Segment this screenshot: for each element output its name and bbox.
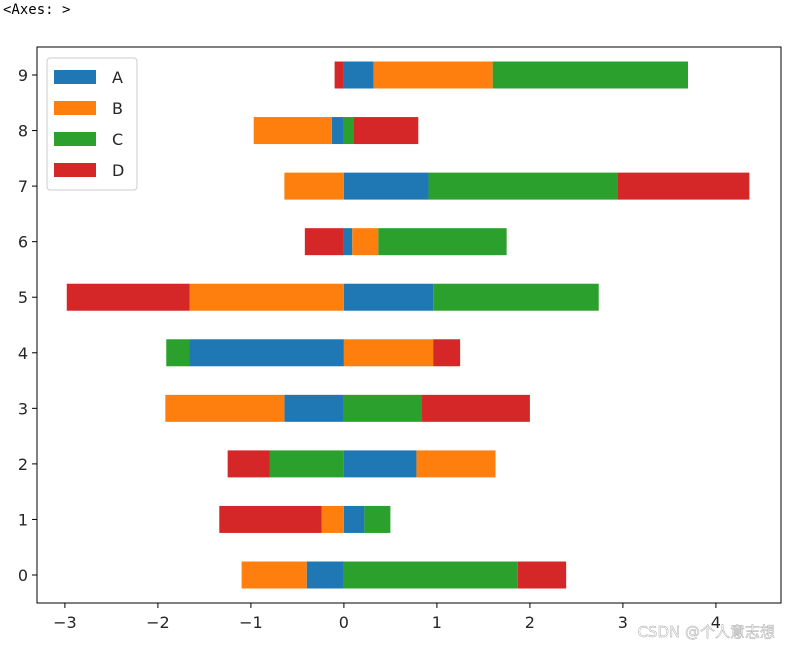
bar-C-3 [343, 394, 423, 422]
bar-D-7 [617, 172, 750, 200]
y-axis: 0 1 2 3 4 5 6 7 8 9 [18, 66, 37, 585]
y-tick-label: 0 [18, 566, 28, 585]
bars-layer [66, 61, 750, 589]
watermark-text: CSDN @个人意志想 [637, 623, 775, 641]
y-tick-label: 5 [18, 288, 28, 307]
bar-D-2 [227, 450, 270, 478]
legend-label-C: C [112, 130, 123, 149]
x-tick-label: 2 [525, 613, 535, 632]
bar-B-9 [373, 61, 493, 89]
y-tick-label: 8 [18, 122, 28, 141]
x-tick-label: −1 [239, 613, 263, 632]
bar-D-9 [334, 61, 344, 89]
bar-D-3 [422, 394, 530, 422]
bar-A-3 [284, 394, 344, 422]
legend-swatch-B [54, 101, 96, 115]
bar-A-9 [343, 61, 374, 89]
bar-B-8 [253, 117, 332, 145]
y-tick-label: 7 [18, 177, 28, 196]
bar-C-4 [166, 339, 190, 367]
bar-A-0 [306, 561, 344, 589]
y-tick-label: 9 [18, 66, 28, 85]
axes-frame [36, 46, 782, 604]
bar-B-1 [321, 505, 344, 533]
legend-label-B: B [112, 99, 123, 118]
bar-A-5 [343, 283, 434, 311]
x-tick-label: 3 [618, 613, 628, 632]
bar-A-8 [331, 117, 344, 145]
bar-C-9 [492, 61, 688, 89]
x-tick-label: −2 [146, 613, 170, 632]
bar-D-6 [304, 228, 344, 256]
x-axis: −3 −2 −1 0 1 2 3 4 [53, 603, 721, 632]
bar-D-1 [219, 505, 322, 533]
legend-swatch-D [54, 163, 96, 177]
bar-B-4 [343, 339, 434, 367]
y-tick-label: 6 [18, 233, 28, 252]
bar-B-0 [241, 561, 307, 589]
bar-C-1 [364, 505, 391, 533]
bar-B-7 [284, 172, 344, 200]
legend-swatch-A [54, 70, 96, 84]
x-tick-label: −3 [53, 613, 77, 632]
bar-B-6 [352, 228, 379, 256]
axes-repr-output: <Axes: > [3, 2, 71, 18]
x-tick-label: 4 [711, 613, 721, 632]
legend-label-A: A [112, 68, 123, 87]
bar-D-5 [66, 283, 190, 311]
y-tick-label: 2 [18, 455, 28, 474]
y-tick-label: 1 [18, 510, 28, 529]
bar-A-7 [343, 172, 429, 200]
bar-D-8 [353, 117, 419, 145]
bar-A-4 [189, 339, 344, 367]
bar-C-8 [343, 117, 354, 145]
y-tick-label: 4 [18, 344, 28, 363]
x-tick-label: 0 [339, 613, 349, 632]
legend-swatch-C [54, 132, 96, 146]
bar-B-5 [189, 283, 344, 311]
bar-A-6 [343, 228, 353, 256]
bar-D-0 [517, 561, 567, 589]
bar-C-2 [269, 450, 344, 478]
bar-B-3 [165, 394, 285, 422]
bar-D-4 [433, 339, 461, 367]
bar-A-2 [343, 450, 417, 478]
bar-C-6 [378, 228, 507, 256]
x-tick-label: 1 [432, 613, 442, 632]
bar-C-7 [428, 172, 618, 200]
y-tick-label: 3 [18, 399, 28, 418]
bar-C-0 [343, 561, 518, 589]
legend-box [46, 57, 138, 191]
bar-B-2 [416, 450, 496, 478]
bar-C-5 [433, 283, 599, 311]
legend-label-D: D [112, 161, 124, 180]
bar-A-1 [343, 505, 365, 533]
